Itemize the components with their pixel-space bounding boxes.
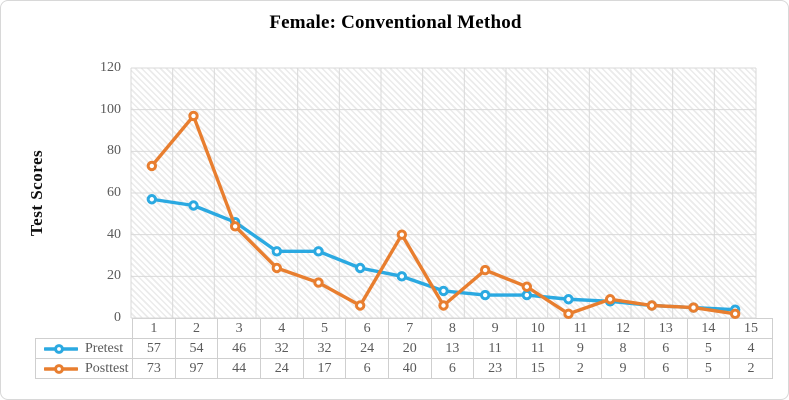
- x-category-cell: 6: [345, 318, 389, 339]
- legend-entry-pretest: Pretest: [36, 341, 132, 357]
- marker-posttest-14: [688, 302, 699, 313]
- y-tick-label: 100: [100, 101, 121, 117]
- x-category-cell: 12: [601, 318, 645, 339]
- value-cell-pretest: 57: [132, 338, 176, 359]
- value-cell-posttest: 15: [515, 358, 560, 379]
- marker-posttest-7: [396, 229, 408, 240]
- marker-posttest-2: [188, 110, 199, 122]
- value-cell-pretest: 8: [601, 338, 645, 359]
- marker-posttest-11: [563, 308, 574, 320]
- x-category-cell: 7: [387, 318, 432, 339]
- marker-pretest-10: [521, 289, 533, 301]
- value-cell-pretest: 11: [515, 338, 560, 359]
- value-cell-posttest: 44: [217, 358, 261, 379]
- value-cell-posttest: 40: [387, 358, 432, 379]
- marker-posttest-9: [479, 264, 491, 276]
- x-category-cell: 14: [686, 318, 731, 339]
- value-cell-posttest: 24: [259, 358, 304, 379]
- value-cell-pretest: 32: [259, 338, 304, 359]
- legend-swatch-pretest-icon: [44, 343, 78, 354]
- legend-cell-posttest: Posttest: [35, 358, 133, 379]
- x-category-cell: 10: [515, 318, 560, 339]
- y-tick-label: 60: [107, 185, 121, 200]
- value-cell-posttest: 23: [473, 358, 517, 379]
- x-category-cell: 8: [430, 318, 475, 339]
- table-corner-blank: [36, 319, 133, 339]
- marker-pretest-11: [563, 294, 574, 305]
- value-cell-posttest: 73: [132, 358, 176, 379]
- marker-pretest-4: [271, 246, 283, 257]
- x-category-cell: 9: [473, 318, 517, 339]
- marker-posttest-8: [438, 300, 449, 311]
- marker-posttest-12: [604, 294, 616, 305]
- data-table: 1 2 3 4 5 6 7 8 9 10 11 12 13 14 15 Pretest 57 54 46 32 32 24…: [35, 318, 773, 379]
- series-line-posttest: [150, 114, 737, 316]
- marker-pretest-1: [146, 194, 158, 205]
- value-cell-posttest: 2: [729, 358, 773, 379]
- marker-pretest-5: [313, 246, 324, 257]
- value-cell-posttest: 5: [686, 358, 731, 379]
- value-cell-pretest: 11: [473, 338, 517, 359]
- marker-posttest-1: [146, 160, 158, 172]
- legend-entry-posttest: Posttest: [36, 361, 132, 377]
- value-cell-pretest: 32: [302, 338, 347, 359]
- marker-pretest-9: [479, 289, 491, 301]
- value-cell-pretest: 4: [729, 338, 773, 359]
- x-category-cell: 5: [302, 318, 347, 339]
- y-tick-label: 80: [107, 143, 121, 159]
- value-cell-posttest: 2: [558, 358, 603, 379]
- marker-posttest-4: [271, 262, 283, 274]
- y-tick-label: 120: [100, 60, 121, 75]
- category-header-row: 1 2 3 4 5 6 7 8 9 10 11 12 13 14 15: [36, 318, 773, 339]
- value-cell-posttest: 17: [302, 358, 347, 379]
- series-row-pretest: Pretest 57 54 46 32 32 24 20 13 11 11 9 8 6 5 4: [35, 338, 773, 359]
- y-tick-label: 40: [107, 226, 121, 242]
- x-category-cell: 4: [259, 318, 304, 339]
- value-cell-pretest: 6: [643, 338, 688, 359]
- series-name-label: Posttest: [85, 360, 129, 376]
- value-cell-pretest: 54: [174, 338, 219, 359]
- marker-pretest-8: [438, 285, 449, 297]
- series-name-label: Pretest: [85, 340, 124, 356]
- value-cell-pretest: 46: [217, 338, 261, 359]
- y-tick-label: 0: [114, 310, 121, 325]
- marker-posttest-15: [729, 308, 741, 320]
- legend-cell-pretest: Pretest: [35, 338, 133, 359]
- plot-svg: [130, 67, 757, 320]
- value-cell-posttest: 97: [174, 358, 219, 379]
- value-cell-posttest: 6: [430, 358, 475, 379]
- x-category-cell: 13: [643, 318, 688, 339]
- marker-pretest-6: [354, 262, 366, 274]
- marker-posttest-6: [354, 300, 366, 311]
- x-category-cell: 3: [217, 318, 261, 339]
- value-cell-posttest: 6: [643, 358, 688, 379]
- value-cell-pretest: 9: [558, 338, 603, 359]
- y-tick-label: 20: [107, 268, 121, 284]
- chart-title: Female: Conventional Method: [269, 12, 522, 33]
- marker-pretest-2: [188, 200, 199, 211]
- value-cell-posttest: 6: [345, 358, 389, 379]
- x-category-cell: 1: [132, 318, 176, 339]
- value-cell-pretest: 13: [430, 338, 475, 359]
- marker-pretest-7: [396, 271, 408, 282]
- value-cell-pretest: 5: [686, 338, 731, 359]
- marker-posttest-5: [313, 277, 324, 288]
- marker-posttest-13: [646, 300, 658, 311]
- x-category-cell: 15: [729, 318, 773, 339]
- value-cell-pretest: 20: [387, 338, 432, 359]
- y-axis-title: Test Scores: [27, 149, 46, 237]
- value-cell-pretest: 24: [345, 338, 389, 359]
- legend-swatch-posttest-icon: [44, 363, 78, 374]
- marker-posttest-10: [521, 281, 533, 292]
- marker-posttest-3: [229, 221, 241, 232]
- x-category-cell: 11: [558, 318, 603, 339]
- series-row-posttest: Posttest 73 97 44 24 17 6 40 6 23 15 2 9 6 5 2: [35, 358, 773, 379]
- x-category-cell: 2: [174, 318, 219, 339]
- value-cell-posttest: 9: [601, 358, 645, 379]
